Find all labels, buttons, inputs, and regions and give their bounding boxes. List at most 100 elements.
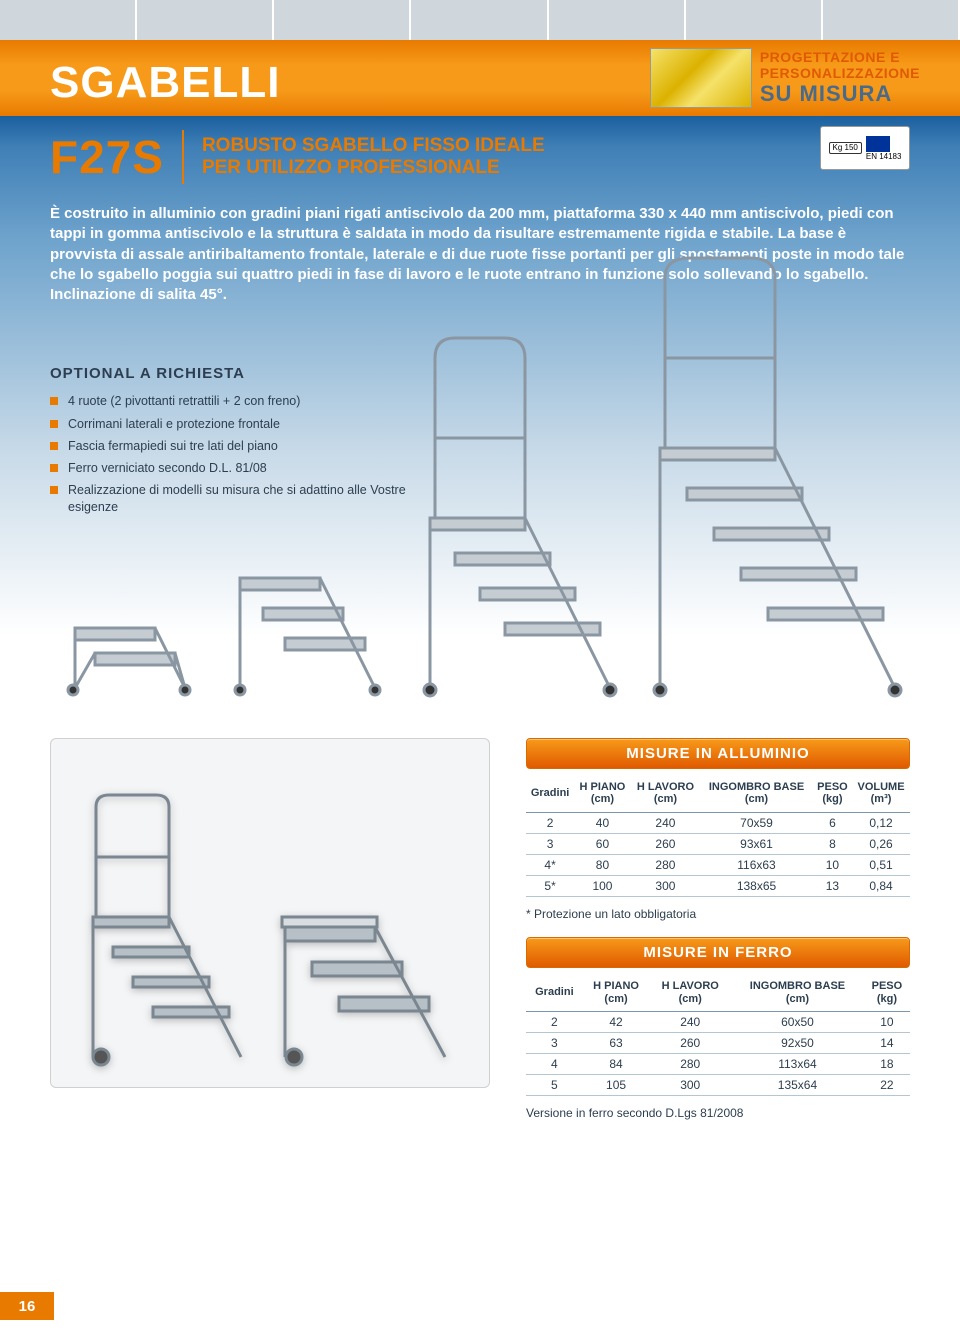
table-header: H LAVORO (cm) [649, 974, 731, 1012]
custom-design-badge: PROGETTAZIONE E PERSONALIZZAZIONE SU MIS… [650, 48, 920, 108]
table-header: VOLUME (m³) [852, 775, 910, 813]
table-cell: 80 [574, 855, 631, 876]
table-cell: 40 [574, 813, 631, 834]
table-cell: 240 [631, 813, 700, 834]
table-cell: 18 [864, 1054, 910, 1075]
table-cell: 280 [649, 1054, 731, 1075]
table-cell: 116x63 [700, 855, 813, 876]
table-cell: 60 [574, 834, 631, 855]
table-cell: 70x59 [700, 813, 813, 834]
table-row: 36026093x6180,26 [526, 834, 910, 855]
table-header: INGOMBRO BASE (cm) [731, 974, 864, 1012]
table-cell: 135x64 [731, 1075, 864, 1096]
table-row: 484280113x6418 [526, 1054, 910, 1075]
table-cell: 5 [526, 1075, 583, 1096]
table-cell: 300 [649, 1075, 731, 1096]
eu-flag-icon [866, 136, 890, 152]
product-photo-box [50, 738, 490, 1088]
table-cell: 4* [526, 855, 574, 876]
load-icon: Kg 150 [829, 142, 862, 154]
ladder-5step-icon [645, 248, 905, 698]
table-cell: 92x50 [731, 1033, 864, 1054]
table-cell: 3 [526, 1033, 583, 1054]
tab [823, 0, 960, 40]
table-cell: 100 [574, 876, 631, 897]
optional-item: Corrimani laterali e protezione frontale [50, 413, 410, 435]
table-cell: 8 [813, 834, 852, 855]
ladder-3step-icon [225, 528, 395, 698]
table-cell: 260 [649, 1033, 731, 1054]
table-header: INGOMBRO BASE (cm) [700, 775, 813, 813]
design-line2: PERSONALIZZAZIONE [760, 65, 920, 81]
table-cell: 2 [526, 813, 574, 834]
table-cell: 2 [526, 1012, 583, 1033]
table-aluminium-title: MISURE IN ALLUMINIO [526, 738, 910, 769]
tab [0, 0, 137, 40]
table-cell: 13 [813, 876, 852, 897]
table-aluminium-note: * Protezione un lato obbligatoria [526, 907, 910, 921]
category-banner: SGABELLI PROGETTAZIONE E PERSONALIZZAZIO… [0, 40, 960, 116]
table-cell: 0,51 [852, 855, 910, 876]
optional-item: 4 ruote (2 pivottanti retrattili + 2 con… [50, 390, 410, 412]
table-cell: 22 [864, 1075, 910, 1096]
table-header: H LAVORO (cm) [631, 775, 700, 813]
table-row: 5*100300138x65130,84 [526, 876, 910, 897]
table-iron-title: MISURE IN FERRO [526, 937, 910, 968]
table-header: H PIANO (cm) [574, 775, 631, 813]
ladder-2step-icon [55, 568, 205, 698]
certification-badge: Kg 150 EN 14183 [820, 126, 910, 170]
tape-icon [650, 48, 752, 108]
table-cell: 5* [526, 876, 574, 897]
table-cell: 42 [583, 1012, 650, 1033]
model-subtitle: ROBUSTO SGABELLO FISSO IDEALE PER UTILIZ… [184, 135, 545, 179]
table-cell: 113x64 [731, 1054, 864, 1075]
table-iron-note: Versione in ferro secondo D.Lgs 81/2008 [526, 1106, 910, 1120]
table-header: PESO (kg) [813, 775, 852, 813]
design-line3: SU MISURA [760, 81, 920, 107]
table-cell: 280 [631, 855, 700, 876]
optional-item: Ferro verniciato secondo D.L. 81/08 [50, 457, 410, 479]
ladder-4step-icon [415, 318, 625, 698]
table-cell: 93x61 [700, 834, 813, 855]
page-number: 16 [0, 1292, 54, 1320]
table-row: 4*80280116x63100,51 [526, 855, 910, 876]
bottom-section: MISURE IN ALLUMINIO GradiniH PIANO (cm)H… [0, 728, 960, 1137]
table-iron: GradiniH PIANO (cm)H LAVORO (cm)INGOMBRO… [526, 974, 910, 1096]
ladder-photo-left-icon [81, 787, 251, 1067]
ladder-photo-right-icon [270, 867, 460, 1067]
top-tabs [0, 0, 960, 40]
table-row: 36326092x5014 [526, 1033, 910, 1054]
tab [686, 0, 823, 40]
table-header: Gradini [526, 775, 574, 813]
optional-list: 4 ruote (2 pivottanti retrattili + 2 con… [50, 390, 410, 518]
model-code: F27S [50, 130, 184, 184]
table-cell: 14 [864, 1033, 910, 1054]
table-cell: 60x50 [731, 1012, 864, 1033]
tab [549, 0, 686, 40]
table-header: Gradini [526, 974, 583, 1012]
table-row: 24224060x5010 [526, 1012, 910, 1033]
cert-standard: EN 14183 [866, 152, 902, 161]
table-cell: 0,12 [852, 813, 910, 834]
table-cell: 6 [813, 813, 852, 834]
design-line1: PROGETTAZIONE E [760, 49, 920, 65]
table-cell: 63 [583, 1033, 650, 1054]
table-cell: 300 [631, 876, 700, 897]
table-cell: 260 [631, 834, 700, 855]
table-cell: 0,84 [852, 876, 910, 897]
product-section: F27S ROBUSTO SGABELLO FISSO IDEALE PER U… [0, 116, 960, 728]
table-cell: 84 [583, 1054, 650, 1075]
table-cell: 138x65 [700, 876, 813, 897]
table-row: 5105300135x6422 [526, 1075, 910, 1096]
tab [274, 0, 411, 40]
table-aluminium: GradiniH PIANO (cm)H LAVORO (cm)INGOMBRO… [526, 775, 910, 897]
table-cell: 10 [813, 855, 852, 876]
tables-column: MISURE IN ALLUMINIO GradiniH PIANO (cm)H… [526, 738, 910, 1137]
table-cell: 240 [649, 1012, 731, 1033]
table-cell: 3 [526, 834, 574, 855]
optional-item: Realizzazione di modelli su misura che s… [50, 479, 410, 518]
table-cell: 10 [864, 1012, 910, 1033]
table-header: PESO (kg) [864, 974, 910, 1012]
table-cell: 105 [583, 1075, 650, 1096]
tab [411, 0, 548, 40]
